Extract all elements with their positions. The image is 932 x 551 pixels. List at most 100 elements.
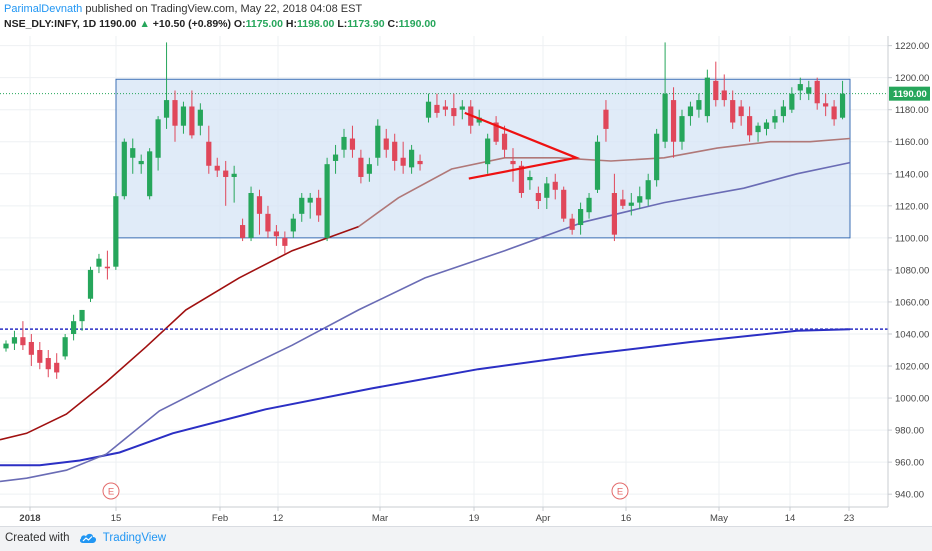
candle-body <box>240 225 246 238</box>
candle <box>172 90 178 142</box>
candle <box>400 141 406 174</box>
candle-body <box>121 141 127 197</box>
candle <box>240 218 246 242</box>
candlesticks[interactable] <box>3 42 846 379</box>
candle-body <box>180 106 187 126</box>
candle <box>780 100 786 123</box>
candle <box>147 148 153 200</box>
candle-body <box>256 196 263 214</box>
candle-body <box>831 106 837 120</box>
candle <box>256 189 263 235</box>
candle <box>561 186 567 222</box>
candle-body <box>349 138 356 150</box>
y-tick-label: 1140.00 <box>895 169 929 180</box>
candle-body <box>223 170 229 177</box>
candle-body <box>721 90 727 101</box>
candle <box>180 101 187 134</box>
y-tick-label: 1080.00 <box>895 265 929 276</box>
ma-line-ma_long <box>0 328 851 467</box>
created-with-text: Created with <box>5 532 70 545</box>
candle <box>747 106 753 142</box>
ma-line-ma_mid <box>0 161 851 483</box>
candle <box>273 225 279 246</box>
symbol-line: NSE_DLY:INFY, 1D 1190.00 ▲ +10.50 (+0.89… <box>4 18 436 30</box>
candle-body <box>594 141 601 190</box>
candle <box>71 314 77 341</box>
candle-body <box>569 218 575 230</box>
candle-body <box>62 337 68 357</box>
candle-body <box>501 133 508 150</box>
candle-body <box>628 202 634 206</box>
candle-body <box>797 84 803 91</box>
candle-body <box>747 116 753 136</box>
candle-body <box>409 149 415 168</box>
high-value: 1198.00 <box>297 18 335 30</box>
y-tick-label: 940.00 <box>895 490 924 501</box>
candle-body <box>527 176 533 181</box>
chart-canvas[interactable]: 940.00 960.00 980.00 1000.00 1020.00 1040.00 1… <box>0 0 932 526</box>
candle <box>814 77 820 110</box>
candle <box>349 125 356 158</box>
y-tick-label: 1120.00 <box>895 201 929 212</box>
candle-body <box>730 100 736 123</box>
candle <box>316 189 322 222</box>
candle-body <box>37 350 43 363</box>
candle-body <box>214 165 220 171</box>
current-price: 1190.00 <box>99 18 137 30</box>
candle-body <box>28 341 34 355</box>
candle-body <box>3 343 9 349</box>
candle <box>3 340 9 352</box>
candle <box>552 173 558 200</box>
candle <box>366 157 372 182</box>
candle <box>594 135 601 193</box>
earnings-marker-icon <box>102 482 120 500</box>
candle <box>738 100 744 126</box>
open-label: O: <box>233 18 246 30</box>
candle <box>544 176 550 210</box>
close-value: 1190.00 <box>398 18 437 30</box>
candle-body <box>54 362 60 373</box>
publish-line: ParimalDevnath published on TradingView.… <box>4 3 362 15</box>
candle <box>603 100 609 142</box>
candle-body <box>358 157 364 177</box>
y-tick-label: 980.00 <box>895 426 924 437</box>
candle <box>679 109 685 150</box>
trend-annotations <box>464 111 932 180</box>
candle <box>510 148 516 182</box>
candle <box>704 69 710 123</box>
candle <box>375 119 381 166</box>
candle-body <box>476 117 482 123</box>
y-tick-label: 1100.00 <box>895 233 929 244</box>
candle <box>755 122 761 142</box>
candle <box>806 80 812 101</box>
candle-body <box>206 141 212 166</box>
candle-body <box>332 154 339 161</box>
candle <box>96 253 102 274</box>
candle <box>197 103 203 136</box>
candle <box>11 330 18 350</box>
support-line <box>0 93 888 330</box>
y-tick-label: 1180.00 <box>895 105 929 116</box>
candle <box>28 333 34 367</box>
author-link[interactable]: ParimalDevnath <box>4 3 83 15</box>
tradingview-brand[interactable]: TradingView <box>102 532 167 545</box>
candle-body <box>87 269 94 299</box>
candle-body <box>375 125 381 158</box>
candle <box>62 333 68 360</box>
y-axis: 940.00 960.00 980.00 1000.00 1020.00 1040.00 1… <box>887 0 932 526</box>
candle <box>772 109 778 129</box>
x-tick-label: 19 <box>469 513 480 524</box>
candle-body <box>138 160 144 165</box>
candle <box>138 154 144 174</box>
low-label: L: <box>337 18 348 30</box>
candle <box>763 119 770 136</box>
candle <box>485 133 491 174</box>
candle <box>586 193 592 219</box>
y-tick-label: 960.00 <box>895 458 924 469</box>
candle <box>696 93 702 118</box>
candle-body <box>79 309 85 322</box>
candle <box>654 128 660 187</box>
candle <box>721 74 727 107</box>
candle-body <box>518 165 525 193</box>
candle <box>425 93 432 123</box>
